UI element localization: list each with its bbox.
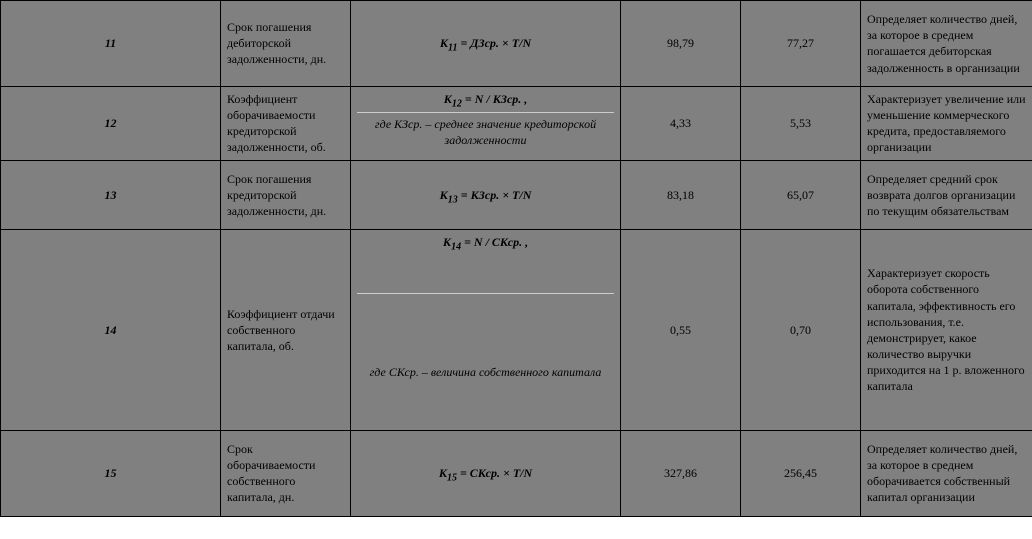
formula-note-cell: где КЗср. – среднее значение кредиторско… xyxy=(351,108,621,160)
row-number: 14 xyxy=(105,323,117,337)
table-row: 12 Коэффициент оборачиваемости кредиторс… xyxy=(1,86,1032,108)
value-1: 327,86 xyxy=(621,430,741,516)
description: Характеризует скорость оборота собственн… xyxy=(861,230,1032,431)
value-1: 4,33 xyxy=(621,86,741,160)
indicator-name: Коэффициент оборачиваемости кредиторской… xyxy=(221,86,351,160)
formula-cell: К14 = N / СКср. , xyxy=(351,230,621,251)
indicator-name: Срок оборачиваемости собственного капита… xyxy=(221,430,351,516)
formula-note-cell: где СКср. – величина собственного капита… xyxy=(351,250,621,430)
table-row: 15 Срок оборачиваемости собственного кап… xyxy=(1,430,1032,516)
row-number: 12 xyxy=(105,116,117,130)
value-1: 83,18 xyxy=(621,160,741,230)
table-row: 13 Срок погашения кредиторской задолженн… xyxy=(1,160,1032,230)
value-2: 5,53 xyxy=(741,86,861,160)
formula-cell: К12 = N / КЗср. , xyxy=(351,86,621,108)
table-row: 14 Коэффициент отдачи собственного капит… xyxy=(1,230,1032,251)
row-number: 11 xyxy=(105,36,116,50)
description: Определяет количество дней, за которое в… xyxy=(861,430,1032,516)
financial-ratios-table: 11 Срок погашения дебиторской задолженно… xyxy=(0,0,1032,517)
value-1: 98,79 xyxy=(621,1,741,87)
description: Определяет средний срок возврата долгов … xyxy=(861,160,1032,230)
indicator-name: Коэффициент отдачи собственного капитала… xyxy=(221,230,351,431)
value-2: 77,27 xyxy=(741,1,861,87)
formula-cell: К15 = СКср. × T/N xyxy=(351,430,621,516)
value-2: 65,07 xyxy=(741,160,861,230)
row-number: 13 xyxy=(105,188,117,202)
indicator-name: Срок погашения кредиторской задолженност… xyxy=(221,160,351,230)
table-row: 11 Срок погашения дебиторской задолженно… xyxy=(1,1,1032,87)
value-2: 0,70 xyxy=(741,230,861,431)
value-2: 256,45 xyxy=(741,430,861,516)
formula-cell: К13 = КЗср. × T/N xyxy=(351,160,621,230)
indicator-name: Срок погашения дебиторской задолженности… xyxy=(221,1,351,87)
description: Определяет количество дней, за которое в… xyxy=(861,1,1032,87)
value-1: 0,55 xyxy=(621,230,741,431)
formula-cell: К11 = ДЗср. × T/N xyxy=(351,1,621,87)
row-number: 15 xyxy=(105,466,117,480)
description: Характеризует увеличение или уменьшение … xyxy=(861,86,1032,160)
